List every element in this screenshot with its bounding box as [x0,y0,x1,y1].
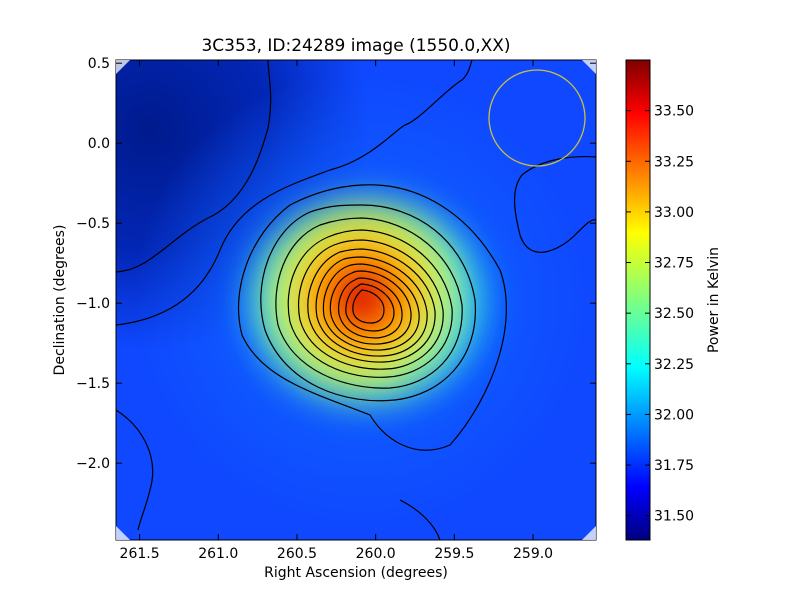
corner-mask-br [582,526,596,540]
colorbar-tick-label-2: 32.00 [654,407,694,423]
contour-ring-6 [315,256,428,357]
colorbar-tick-label-3: 32.25 [654,357,694,373]
x-tick-label-2: 260.5 [277,546,317,562]
y-tick-label-4: −1.5 [76,376,110,392]
colorbar-tick-label-1: 31.75 [654,458,694,474]
chart-title: 3C353, ID:24289 image (1550.0,XX) [201,36,510,56]
corner-mask-bl [116,526,130,540]
contour-right-bump [513,155,596,253]
colorbar-ticks: 31.50 31.75 32.00 32.25 32.50 32.75 33.00 33.25… [626,104,694,525]
x-tick-label-3: 260.0 [356,546,396,562]
beam-circle [488,69,586,167]
x-tick-label-5: 259.0 [513,546,553,562]
colorbar-gradient [625,59,651,541]
colorbar-tick-label-4: 32.50 [654,306,694,322]
contour-ring-10 [345,283,395,332]
contour-lines [116,60,596,540]
y-tick-label-1: 0.0 [88,136,110,152]
y-tick-label-5: −2.0 [76,456,110,472]
x-tick-label-1: 261.0 [198,546,238,562]
contour-ring-7 [322,263,420,351]
contour-lower-left [116,409,154,531]
contour-ring-9 [338,277,403,339]
contour-ring-5 [307,248,436,363]
contour-upper [116,60,473,326]
colorbar-tick-label-8: 33.50 [654,104,694,120]
colorbar-label: Power in Kelvin [706,247,722,353]
x-axis-label: Right Ascension (degrees) [264,565,448,581]
colorbar-tick-label-7: 33.25 [654,154,694,170]
contour-ring-4 [298,239,444,370]
y-axis-ticks: 0.5 0.0 −0.5 −1.0 −1.5 −2.0 [76,56,596,472]
contour-ring-2 [275,217,463,389]
colorbar: 31.50 31.75 32.00 32.25 32.50 32.75 33.00 33.25… [625,59,722,541]
contour-ring-0 [238,184,507,451]
contour-ring-8 [329,270,412,345]
y-axis-label: Declination (degrees) [52,225,68,376]
contour-ring-11 [352,289,385,324]
x-tick-label-0: 261.5 [120,546,160,562]
y-tick-label-0: 0.5 [88,56,110,72]
contour-outer-dark [116,60,272,273]
x-axis-ticks: 261.5 261.0 260.5 260.0 259.5 259.0 [120,60,553,562]
x-tick-label-4: 259.5 [434,546,474,562]
contour-ring-3 [287,229,453,378]
contour-ring-1 [260,204,476,402]
colorbar-tick-label-6: 33.00 [654,205,694,221]
contour-lower-right [399,499,441,540]
colorbar-tick-label-5: 32.75 [654,256,694,272]
y-tick-label-2: −0.5 [76,216,110,232]
y-tick-label-3: −1.0 [76,296,110,312]
colorbar-tick-label-0: 31.50 [654,509,694,525]
heatmap-image [116,60,596,540]
